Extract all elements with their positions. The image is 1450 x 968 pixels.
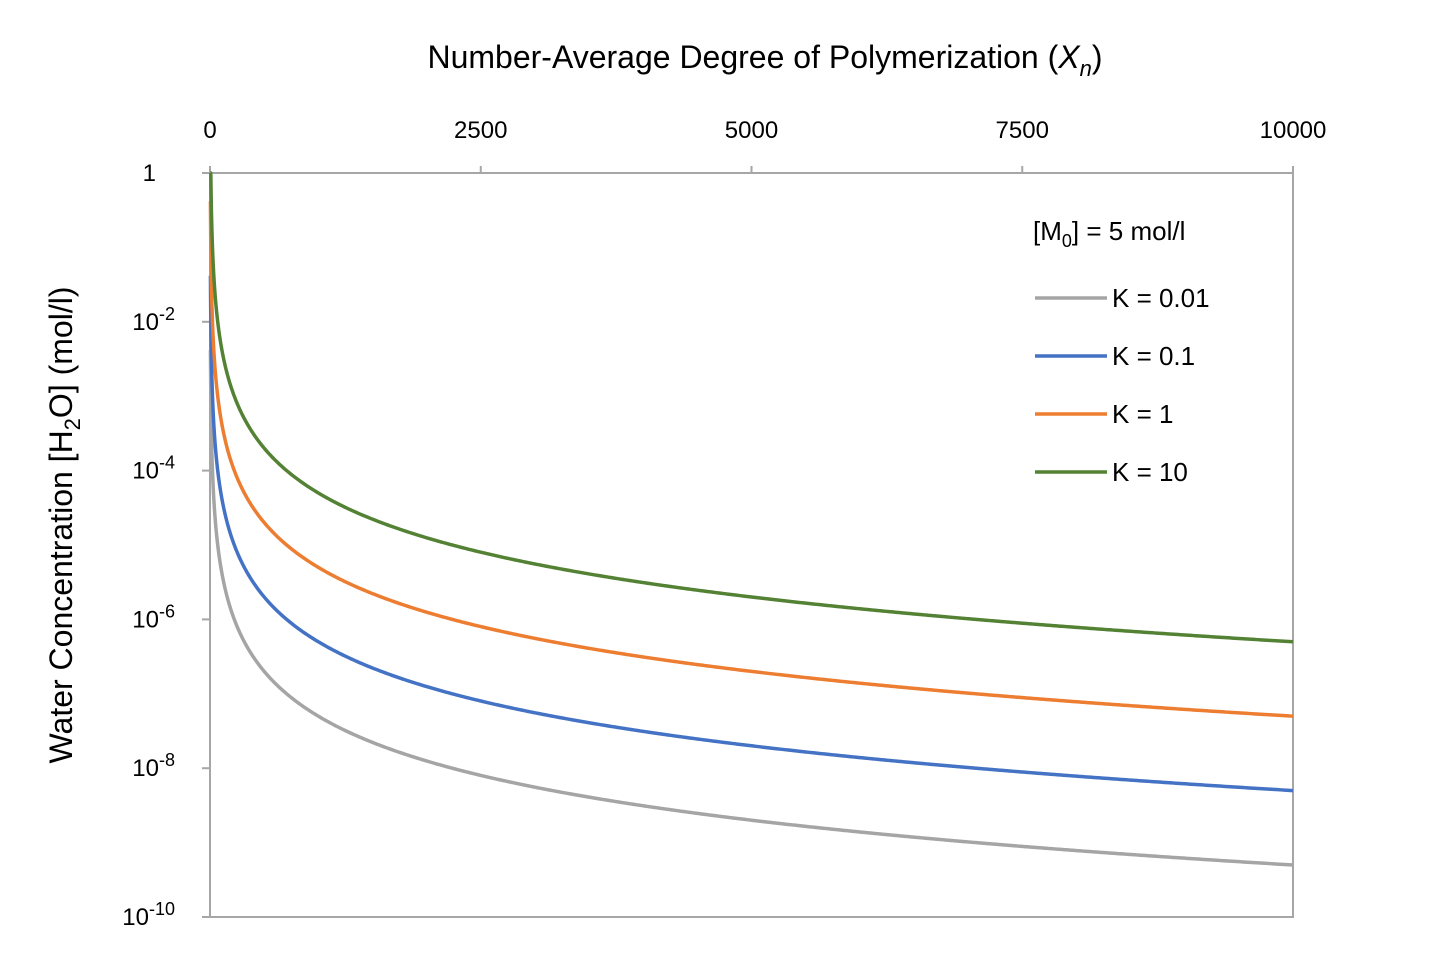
x-axis-title: Number-Average Degree of Polymerization … xyxy=(427,39,1102,81)
x-tick-label: 7500 xyxy=(996,117,1049,144)
legend-title: [M0] = 5 mol/l xyxy=(1033,216,1185,251)
series-line xyxy=(208,201,1294,718)
x-tick-label: 2500 xyxy=(454,117,507,144)
legend-label: K = 1 xyxy=(1112,399,1173,429)
legend: [M0] = 5 mol/l K = 0.01 K = 0.1 K = 1 K = 1… xyxy=(1033,216,1210,487)
x-tick-label: 5000 xyxy=(725,117,778,144)
y-tick-label: 10-6 xyxy=(132,601,175,633)
y-tick-label: 10-2 xyxy=(132,304,175,336)
series-lines xyxy=(208,171,1294,867)
y-tick-label: 10-8 xyxy=(132,750,175,782)
y-axis-title: Water Concentration [H2O] (mol/l) xyxy=(43,287,85,764)
x-ticks: 0 2500 5000 7500 10000 xyxy=(203,117,1326,173)
x-tick-label: 0 xyxy=(203,117,216,144)
legend-label: K = 10 xyxy=(1112,457,1188,487)
legend-items: K = 0.01 K = 0.1 K = 1 K = 10 xyxy=(1035,283,1210,487)
x-tick-label: 10000 xyxy=(1260,117,1327,144)
legend-label: K = 0.1 xyxy=(1112,341,1195,371)
legend-label: K = 0.01 xyxy=(1112,283,1210,313)
series-line xyxy=(208,171,1294,644)
series-line xyxy=(208,350,1294,867)
y-tick-label: 10-4 xyxy=(132,453,175,485)
series-line xyxy=(208,275,1294,793)
y-tick-label: 1 xyxy=(143,160,156,187)
y-tick-label: 10-10 xyxy=(122,899,175,931)
y-ticks: 1 10-2 10-4 10-6 10-8 10-10 xyxy=(122,160,210,931)
